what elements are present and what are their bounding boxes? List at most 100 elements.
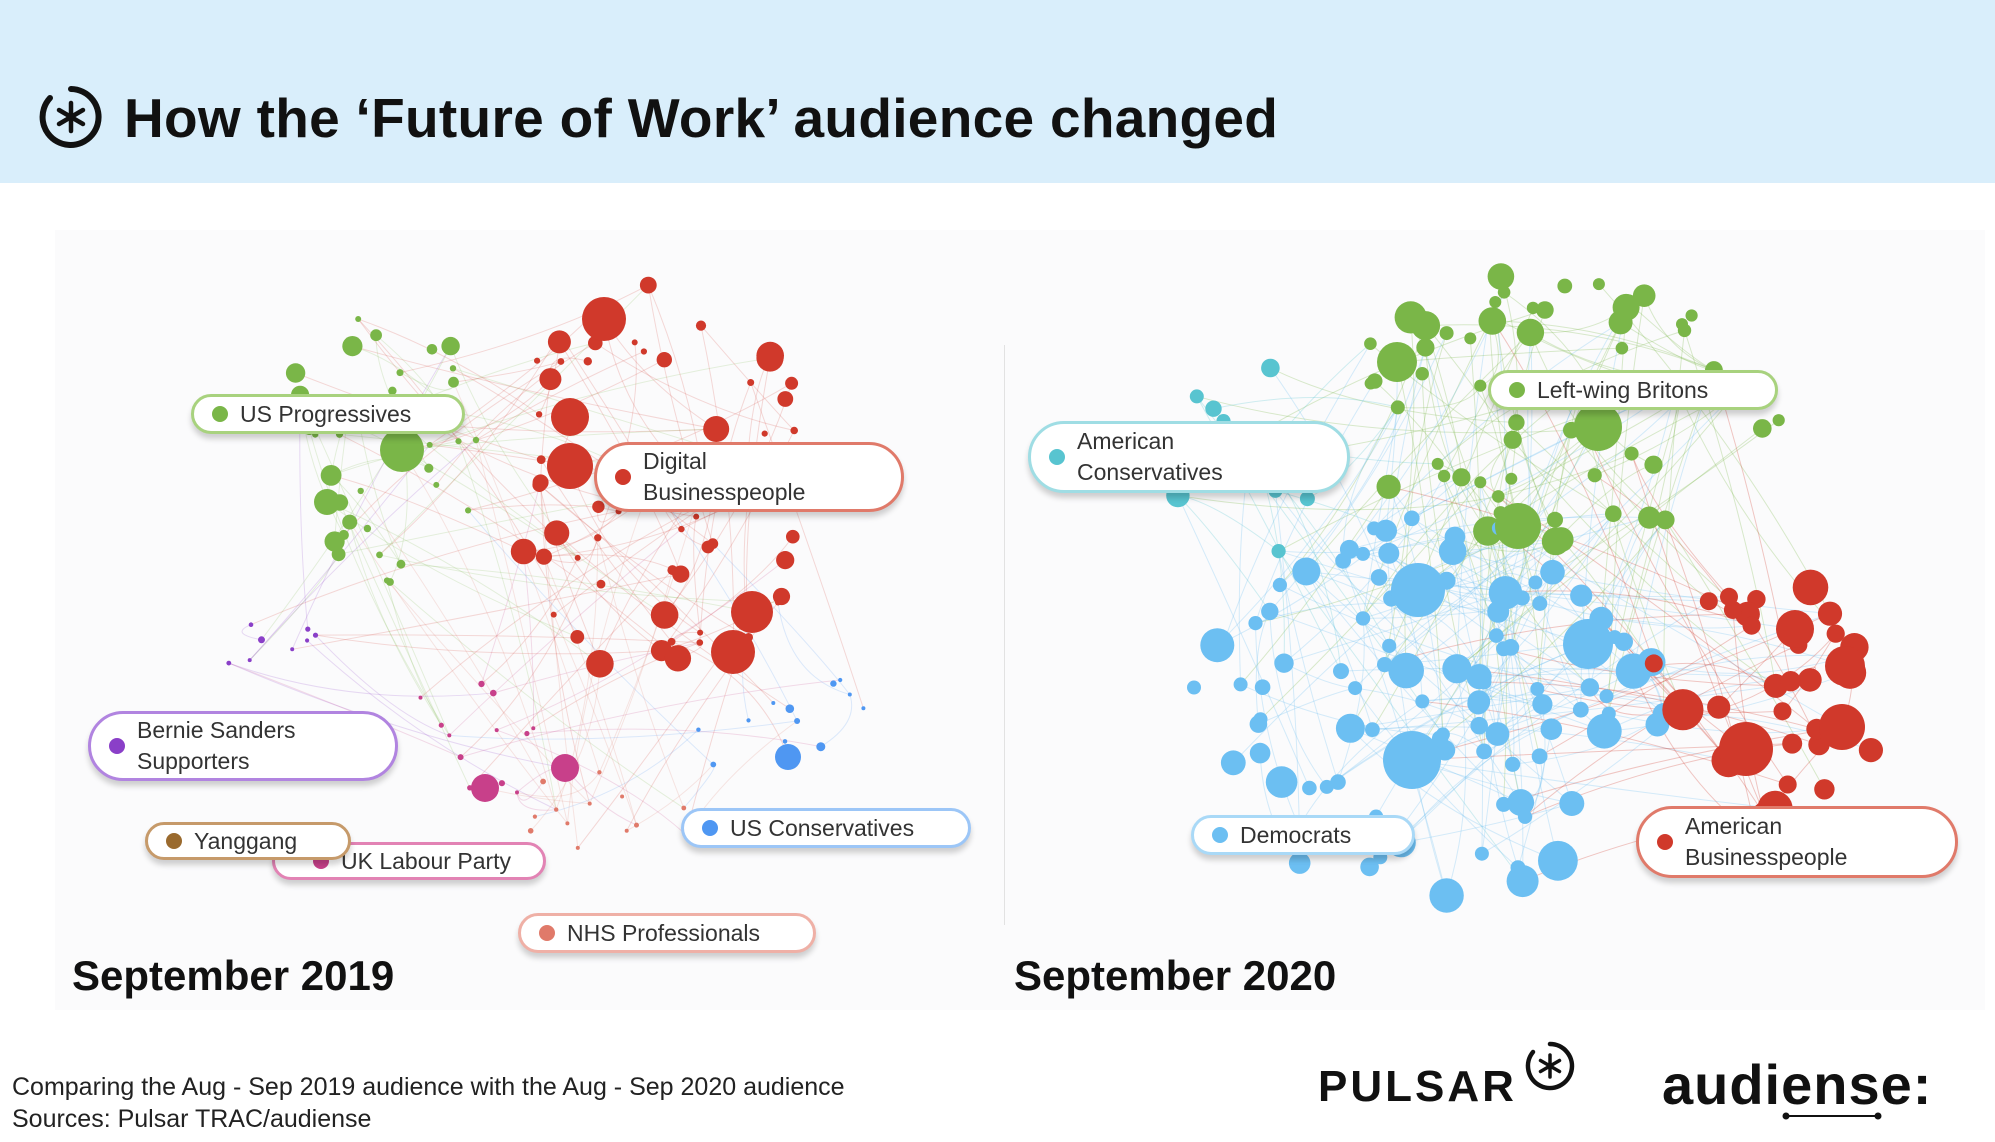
network-node [418,695,423,700]
network-panels-background [55,230,1985,1010]
network-edge [597,537,685,809]
network-edge [1664,519,1758,838]
network-node [1547,511,1563,528]
network-edge [1539,625,1752,757]
pulsar-asterisk-icon [1525,1041,1575,1091]
network-edge [1535,419,1779,583]
network-node [449,365,457,372]
network-node [465,507,472,514]
network-node [1530,682,1545,696]
network-node [1438,537,1467,565]
asterisk-circle-icon [39,86,102,148]
network-edge [1505,590,1752,627]
network-node [672,565,690,583]
network-edge [1305,571,1573,804]
network-edge [1456,314,1490,669]
network-node [1382,638,1397,654]
network-node [1541,527,1570,556]
network-edge [1375,635,1497,817]
network-node [586,650,614,678]
network-edge [315,634,700,644]
network-node [433,481,440,488]
network-edge [435,342,596,486]
network-edge [401,449,557,810]
network-edge [1608,295,1645,714]
network-edge [496,729,687,835]
network-node [847,692,852,697]
network-edge [516,781,544,801]
network-node [355,316,362,322]
network-edge [523,510,620,552]
cluster-label-yanggang: Yanggang [145,822,351,860]
page-title: How the ‘Future of Work’ audience change… [124,87,1279,149]
network-node [1814,779,1835,800]
network-node [1429,878,1464,913]
network-edge [352,345,717,430]
network-node [1644,654,1663,673]
network-node [1467,692,1490,715]
network-edge [1452,550,1573,804]
year-label-2019: September 2019 [72,952,395,999]
network-edge [1478,667,1634,702]
network-node [1719,722,1773,776]
network-edge [379,554,779,603]
network-node [756,344,784,372]
cluster-label-american-businesspeople: American Businesspeople [1636,806,1958,878]
network-edge [1269,611,1328,788]
network-node [1592,278,1605,291]
network-node [1798,668,1822,692]
network-edge [1307,407,1399,500]
network-node [1377,657,1393,673]
network-node [710,761,717,768]
network-edge [1388,553,1423,702]
network-node [1205,400,1222,417]
cluster-dot [166,833,182,849]
network-node [1572,701,1589,718]
network-edge [343,361,562,536]
network-node [342,336,363,357]
network-edge [1255,611,1271,725]
network-node [1374,519,1397,542]
network-node [1753,419,1772,438]
network-node [1474,846,1489,861]
network-edge [1216,407,1399,646]
network-node [1390,400,1405,415]
network-node [1489,724,1503,739]
network-node [447,733,452,738]
network-node [1825,646,1865,686]
network-edge [1492,320,1714,371]
network-edge [1326,643,1589,788]
network-edge [1452,550,1831,615]
network-edge [1517,729,1552,868]
network-edge [820,694,853,748]
network-node [782,739,788,744]
network-node [1858,738,1883,763]
network-node [731,591,773,633]
network-node [1819,704,1865,750]
network-edge [1512,439,1777,687]
network-edge [1510,430,1572,648]
network-edge [1326,643,1589,788]
network-edge [1651,655,1850,674]
network-node [1782,733,1803,754]
network-node [785,704,795,713]
network-node [620,794,625,799]
network-node [746,718,751,723]
network-node [772,587,791,606]
network-edge [1510,384,1583,648]
network-edge [1372,685,1776,731]
network-node [1676,318,1688,331]
cluster-dot [1049,449,1065,465]
network-edge [460,679,841,758]
panel-divider [1004,345,1005,925]
network-edge [420,496,718,698]
network-node [1516,318,1545,347]
cluster-label-digital-businesspeople: Digital Businesspeople [594,442,904,512]
footer-comparison-note: Comparing the Aug - Sep 2019 audience wi… [12,1073,845,1101]
network-node [1772,414,1785,427]
network-node [1360,857,1379,877]
network-node [565,821,570,826]
network-node [830,680,837,687]
network-node [1437,469,1451,483]
network-node [1335,552,1351,569]
